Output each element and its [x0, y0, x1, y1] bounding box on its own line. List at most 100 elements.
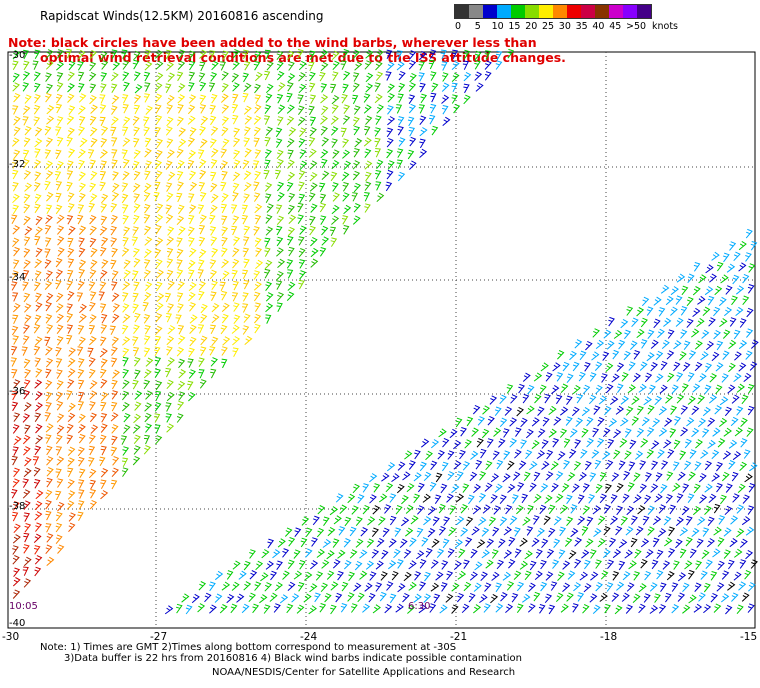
wind-barb — [198, 236, 206, 247]
wind-barb — [110, 446, 118, 457]
wind-barb — [386, 61, 395, 71]
wind-barb — [329, 506, 339, 516]
wind-barb — [67, 490, 76, 500]
wind-barb — [486, 538, 495, 548]
wind-barb — [697, 394, 705, 405]
wind-barb — [348, 571, 356, 582]
wind-barb — [416, 550, 425, 560]
wind-barb — [738, 581, 747, 591]
wind-barb — [89, 499, 98, 510]
wind-barb — [398, 137, 406, 147]
wind-barb — [132, 379, 139, 390]
wind-barb — [156, 292, 165, 303]
wind-barb — [88, 324, 96, 335]
wind-barb — [241, 204, 248, 215]
wind-barb — [308, 105, 315, 116]
wind-barb — [23, 203, 31, 214]
wind-barb — [573, 582, 582, 592]
wind-barb — [143, 182, 152, 193]
wind-barb — [210, 171, 217, 182]
wind-barb — [541, 439, 549, 449]
wind-barb — [592, 505, 601, 515]
wind-barb — [506, 384, 514, 394]
wind-barb — [704, 460, 713, 471]
wind-barb — [23, 248, 31, 258]
wind-barb — [298, 138, 306, 148]
wind-barb — [143, 292, 152, 302]
wind-barb — [749, 361, 758, 371]
wind-barb — [666, 372, 675, 383]
wind-barb — [99, 170, 107, 181]
wind-barb — [480, 448, 487, 459]
wind-barb — [298, 60, 307, 71]
wind-barb — [714, 405, 723, 415]
wind-barb — [688, 594, 697, 604]
wind-barb — [332, 182, 339, 192]
wind-barb — [642, 515, 650, 526]
wind-barb — [664, 537, 673, 547]
wind-barb — [154, 335, 162, 346]
wind-barb — [661, 460, 669, 470]
wind-barb — [668, 548, 676, 558]
wind-barb — [132, 303, 139, 314]
wind-barb — [277, 104, 286, 114]
wind-barb — [265, 83, 274, 94]
wind-barb — [144, 225, 152, 236]
wind-barb — [694, 361, 703, 372]
wind-barb — [720, 593, 730, 603]
wind-barb — [707, 295, 715, 306]
wind-barb — [403, 571, 412, 582]
wind-barb — [681, 285, 689, 296]
wind-barb — [701, 549, 710, 559]
wind-barb — [628, 361, 636, 371]
wind-barb — [233, 149, 241, 160]
wind-barb — [581, 526, 589, 536]
wind-barb — [702, 428, 710, 438]
wind-barb — [68, 148, 76, 158]
wind-barb — [220, 148, 228, 158]
wind-barb — [476, 438, 484, 448]
wind-barb — [333, 515, 342, 525]
wind-barb — [331, 159, 340, 170]
wind-barb — [698, 274, 707, 284]
wind-barb — [88, 468, 97, 479]
wind-barb — [23, 512, 30, 522]
wind-barb — [623, 470, 631, 481]
wind-barb — [89, 159, 96, 170]
wind-barb — [559, 526, 567, 537]
wind-barb — [300, 537, 308, 548]
wind-barb — [408, 126, 415, 137]
wind-barb — [209, 226, 217, 236]
wind-barb — [100, 313, 108, 324]
wind-barb — [574, 339, 583, 349]
wind-barb — [692, 505, 701, 516]
wind-barb — [54, 171, 62, 181]
wind-barb — [11, 137, 20, 147]
wind-barb — [474, 60, 481, 70]
wind-barb — [408, 82, 417, 92]
legend-swatch — [525, 5, 539, 18]
wind-barb — [419, 461, 427, 472]
wind-barb — [211, 336, 219, 347]
wind-barb — [67, 446, 76, 456]
wind-barb — [643, 494, 652, 505]
wind-barb — [419, 148, 428, 158]
wind-barb — [12, 204, 20, 215]
wind-barb — [55, 204, 63, 215]
wind-barb — [111, 313, 120, 324]
wind-barb — [602, 351, 610, 361]
wind-barb — [24, 125, 32, 136]
wind-barb — [365, 83, 374, 93]
wind-barb — [736, 604, 744, 615]
wind-barb — [352, 160, 361, 170]
wind-barb — [712, 427, 721, 437]
wind-barb — [301, 516, 310, 526]
wind-barb — [734, 548, 743, 558]
wind-barb — [155, 93, 163, 104]
wind-barb — [88, 357, 96, 367]
wind-barb — [520, 439, 528, 449]
wind-barb — [286, 50, 295, 60]
wind-barb — [264, 70, 271, 81]
wind-barb — [12, 270, 19, 280]
wind-barb — [35, 215, 43, 226]
